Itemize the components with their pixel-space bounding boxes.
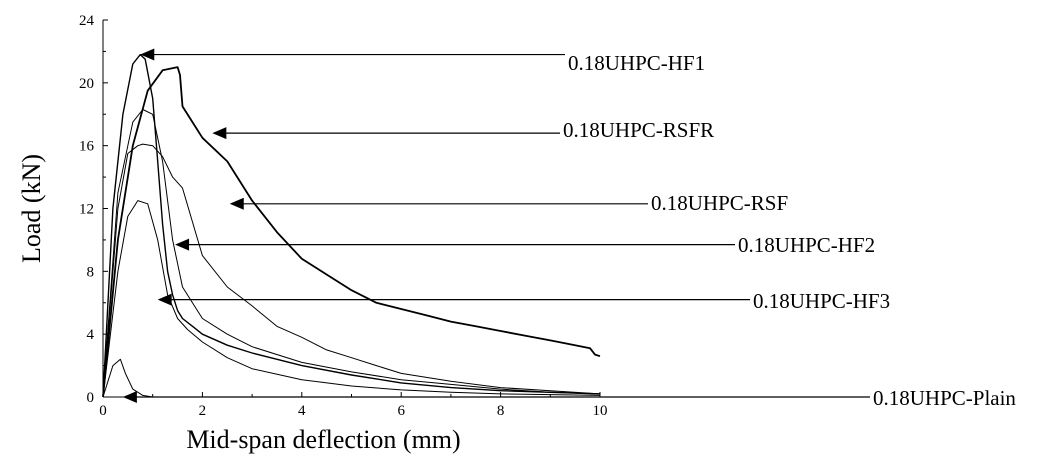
annotation-label-0-18uhpc-rsfr: 0.18UHPC-RSFR	[563, 118, 714, 142]
x-tick-label: 4	[298, 403, 306, 419]
y-axis-title: Load (kN)	[17, 154, 46, 263]
x-axis-title: Mid-span deflection (mm)	[186, 425, 460, 454]
x-tick-label: 0	[99, 403, 107, 419]
annotation-label-0-18uhpc-hf3: 0.18UHPC-HF3	[753, 289, 890, 313]
arrow-head-0-18uhpc-hf2	[175, 238, 190, 251]
annotation-label-0-18uhpc-hf1: 0.18UHPC-HF1	[568, 51, 705, 75]
annotation-layer: 0.18UHPC-HF1 0.18UHPC-RSFR 0.18UHPC-RSF 0.1…	[122, 48, 1016, 410]
annotation-label-0-18uhpc-plain: 0.18UHPC-Plain	[873, 386, 1016, 410]
series-layer	[102, 53, 601, 398]
y-tick-label: 4	[87, 327, 95, 343]
y-tick-label: 16	[79, 139, 95, 155]
arrow-head-0-18uhpc-plain	[122, 391, 137, 403]
series-line-0-18uhpc-rsfr	[102, 66, 601, 398]
y-tick-label: 24	[79, 13, 95, 29]
y-tick-label: 8	[87, 264, 95, 280]
series-line-0-18uhpc-hf2	[102, 109, 601, 398]
annotation-label-0-18uhpc-hf2: 0.18UHPC-HF2	[738, 233, 875, 257]
arrow-head-0-18uhpc-hf1	[140, 48, 155, 61]
y-tick-label: 20	[79, 76, 94, 92]
series-line-0-18uhpc-hf1	[102, 53, 601, 398]
x-tick-label: 2	[199, 403, 207, 419]
arrow-head-0-18uhpc-rsfr	[212, 127, 227, 140]
x-tick-label: 10	[593, 403, 608, 419]
x-tick-label: 6	[397, 403, 405, 419]
x-tick-label: 8	[497, 403, 505, 419]
arrow-head-0-18uhpc-hf3	[157, 293, 172, 306]
arrow-head-0-18uhpc-rsf	[229, 197, 244, 210]
series-line-0-18uhpc-hf3	[102, 200, 601, 398]
annotation-label-0-18uhpc-rsf: 0.18UHPC-RSF	[651, 191, 788, 215]
series-line-0-18uhpc-rsf	[102, 143, 601, 398]
y-tick-label: 12	[79, 202, 94, 218]
y-tick-label: 0	[87, 390, 95, 406]
